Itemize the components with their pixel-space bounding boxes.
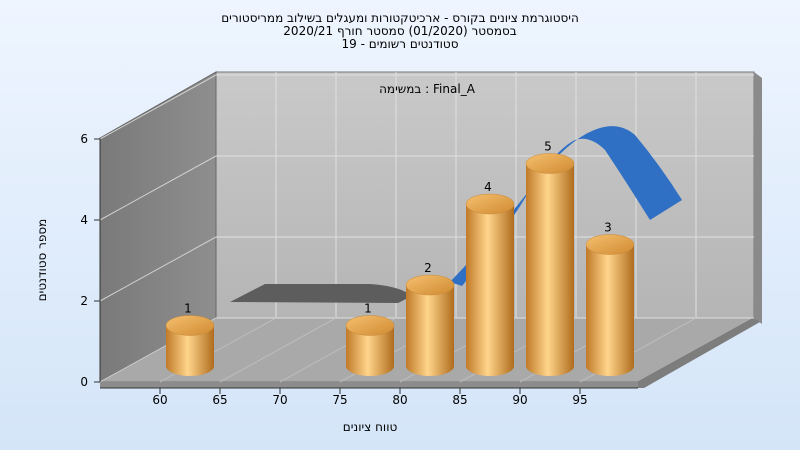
chart-title: היסטוגרמת ציונים בקורס - ארכיטקטורות ומע…: [221, 11, 579, 51]
bar-80: [405, 274, 455, 376]
bar-body: [406, 285, 454, 376]
bar-value-label: 4: [484, 180, 492, 194]
bar-top: [585, 234, 635, 255]
floor-edge: [100, 382, 638, 388]
bar-body: [466, 204, 514, 376]
y-axis-label: מספר סטודנטים: [35, 219, 49, 302]
floor-side-edge: [638, 318, 760, 388]
y-tick-label: 0: [80, 375, 88, 389]
bar-60: [165, 315, 215, 376]
x-tick-label: 65: [212, 393, 227, 407]
title-line-2: בסמסטר (01/2020) סמסטר חורף 2020/21: [283, 24, 516, 38]
gridline-left: [99, 74, 217, 140]
bar-value-label: 1: [184, 302, 192, 316]
bar-85: [465, 193, 515, 376]
bar-top: [345, 315, 395, 336]
bars-group: [165, 153, 635, 376]
x-tick-label: 90: [512, 393, 527, 407]
bar-value-label: 3: [604, 221, 612, 235]
y-tick-label: 6: [80, 132, 88, 146]
x-axis-label: טווח ציונים: [343, 420, 398, 434]
bar-value-label: 2: [424, 261, 432, 275]
y-tick-label: 2: [80, 294, 88, 308]
bar-value-label: 1: [364, 302, 372, 316]
gridline-left: [99, 155, 217, 221]
y-tick-label: 4: [80, 213, 88, 227]
x-tick-label: 75: [332, 393, 347, 407]
bar-body: [526, 163, 574, 376]
title-line-1: היסטוגרמת ציונים בקורס - ארכיטקטורות ומע…: [221, 11, 579, 25]
bar-body: [586, 244, 634, 376]
bar-top: [465, 193, 515, 215]
bar-top: [525, 153, 575, 174]
x-tick-label: 80: [392, 393, 407, 407]
x-tick-label: 85: [452, 393, 467, 407]
bar-top: [165, 315, 215, 336]
annotation-label: במשימה : Final_A: [379, 82, 476, 96]
bar-75: [345, 315, 395, 376]
bar-90: [525, 153, 575, 376]
title-line-3: סטודנטים רשומים - 19: [341, 37, 458, 51]
bar-body: [166, 325, 214, 376]
bar-top: [405, 274, 455, 296]
gridline-floor: [219, 317, 337, 383]
series-curve: [450, 126, 682, 287]
bar-95: [585, 234, 635, 376]
back-wall-shadow: [754, 72, 762, 324]
data-labels: 1 1 2 4 5 3: [184, 140, 612, 316]
x-tick-label: 60: [152, 393, 167, 407]
flat-band: [230, 284, 412, 303]
x-tick-label: 95: [572, 393, 587, 407]
bar-body: [346, 325, 394, 376]
x-tick-label: 70: [272, 393, 287, 407]
axis-ticks: 0 2 4 6 60 65 70 75 80 85 90 95: [80, 132, 638, 407]
bar-value-label: 5: [544, 140, 552, 154]
gridline-left: [99, 236, 217, 302]
